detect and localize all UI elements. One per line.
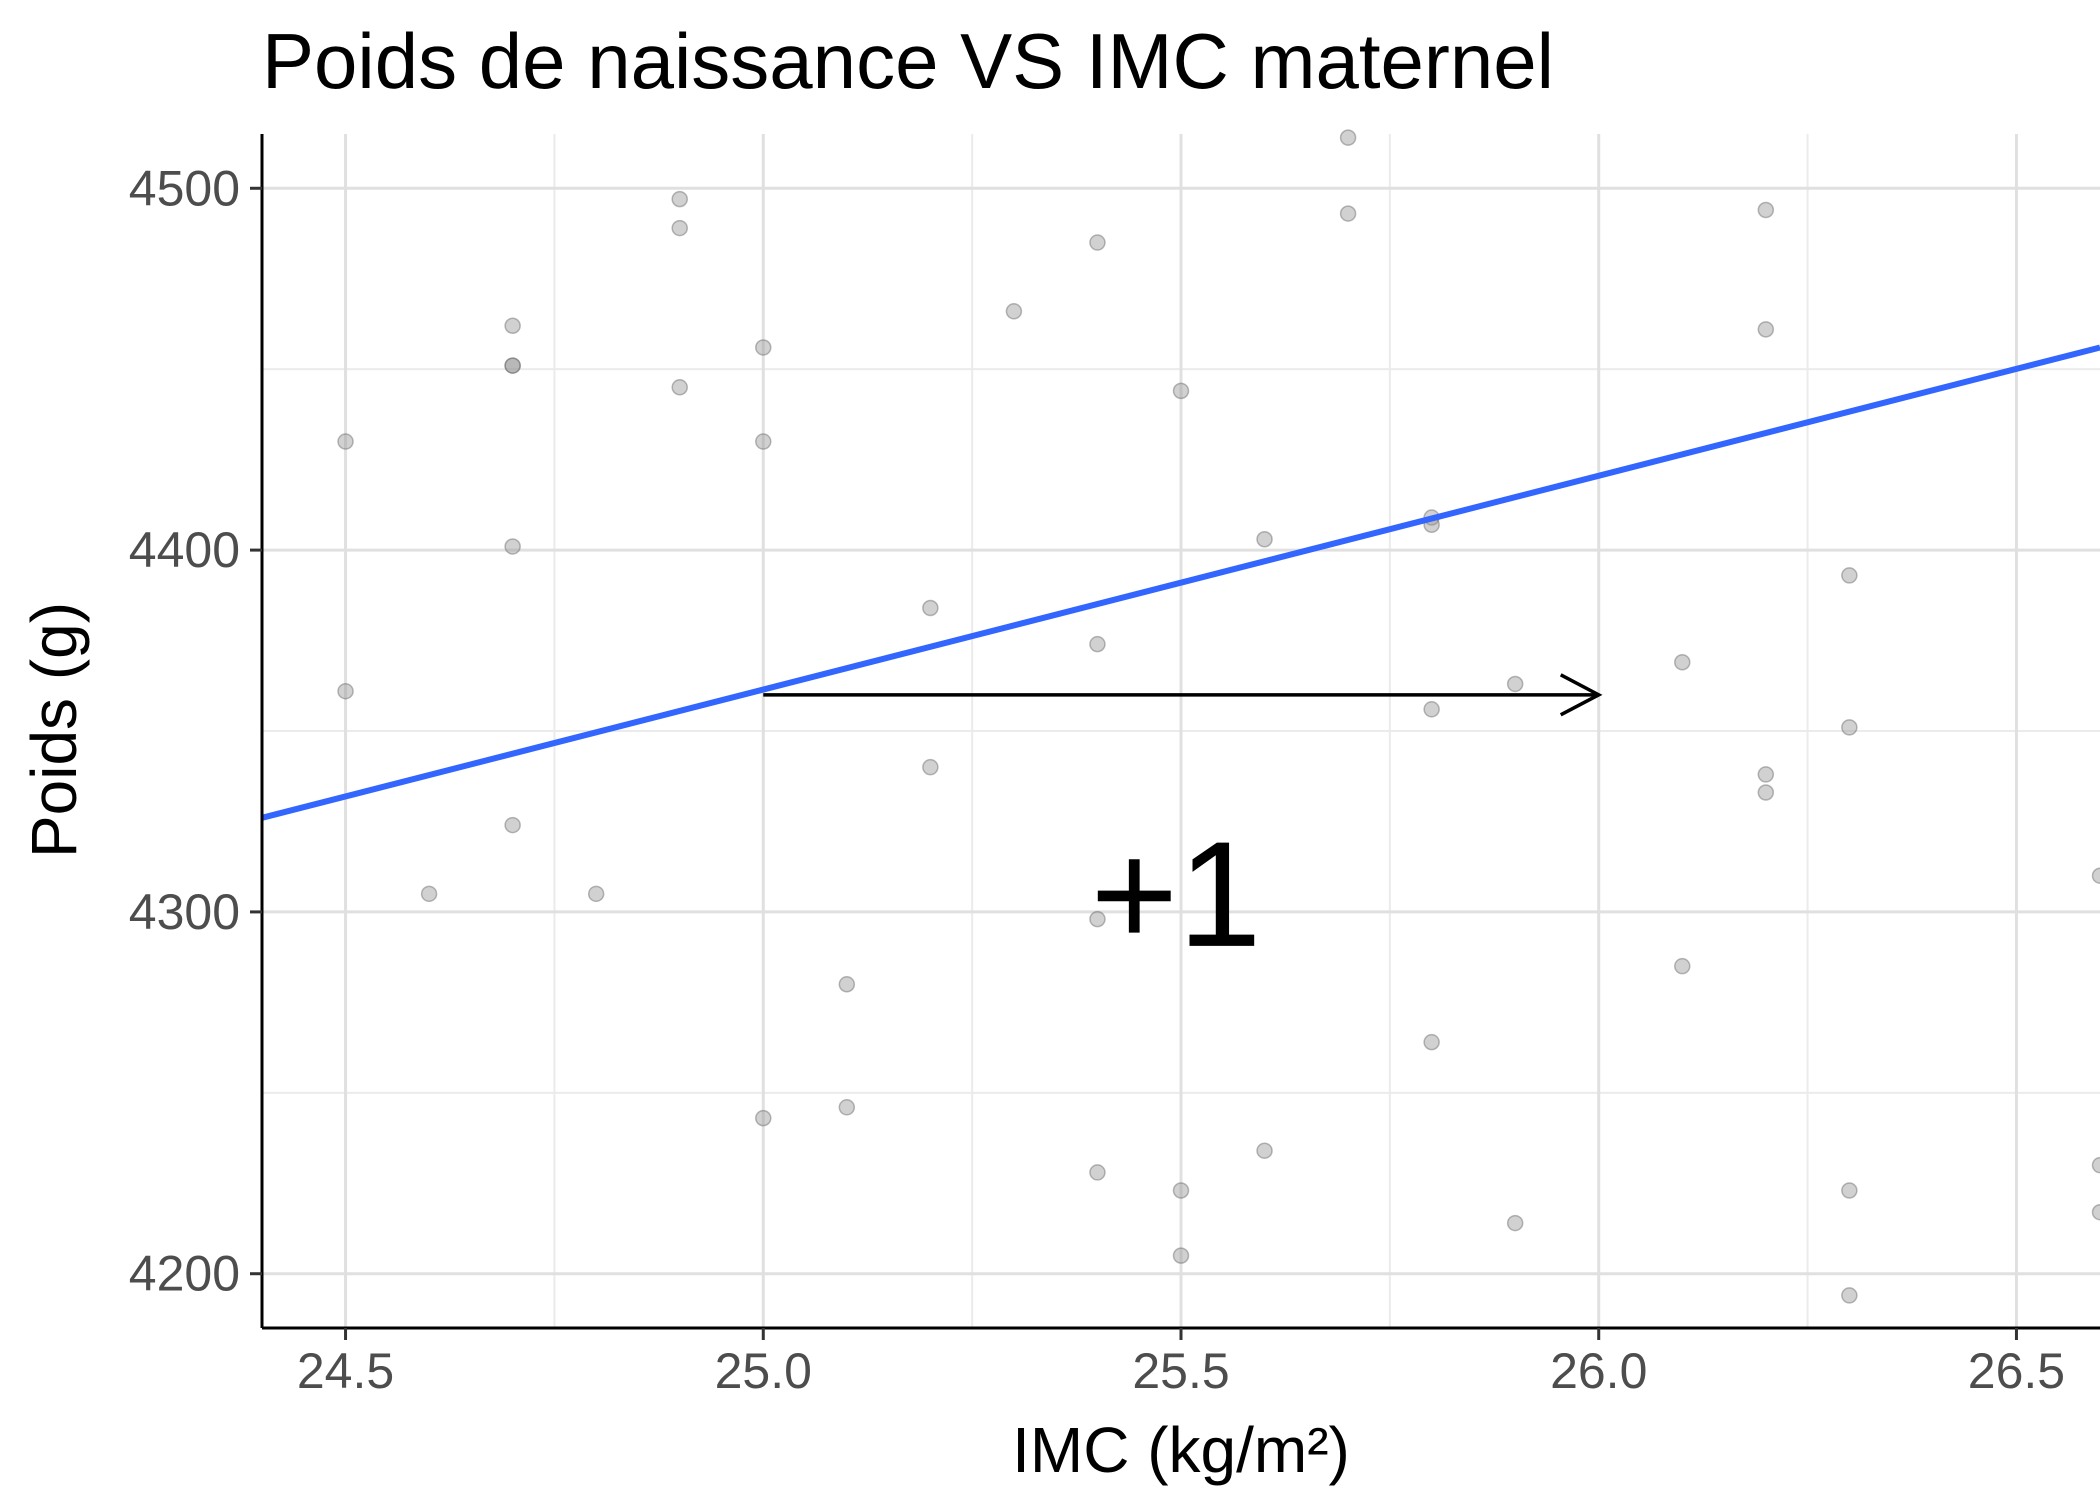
data-point [1674, 654, 1691, 671]
y-tick-label: 4500 [129, 160, 240, 216]
arrow-head [1559, 673, 1603, 717]
data-point [337, 433, 354, 450]
data-point [504, 357, 521, 374]
data-point [1841, 567, 1858, 584]
data-point [1256, 1142, 1273, 1159]
regression-line [261, 344, 2100, 821]
data-point [1089, 635, 1106, 653]
data-point [1757, 321, 1775, 338]
data-point [337, 682, 354, 700]
data-points [337, 129, 2100, 1304]
data-point [504, 357, 521, 374]
data-point [922, 599, 939, 617]
data-point [671, 379, 688, 396]
data-point [1089, 1164, 1106, 1181]
data-point [1005, 303, 1023, 320]
y-axis-title: Poids (g) [18, 602, 90, 858]
data-point [755, 433, 772, 450]
y-tick-label: 4300 [129, 884, 240, 940]
data-point [1506, 675, 1524, 693]
chart-title: Poids de naissance VS IMC maternel [262, 17, 1554, 105]
data-point [1841, 1287, 1858, 1304]
data-point [671, 190, 688, 208]
data-point [755, 339, 772, 356]
data-point [1757, 784, 1775, 801]
data-point [1674, 957, 1691, 975]
y-tick-label: 4200 [129, 1246, 240, 1302]
data-point [1339, 129, 1357, 146]
x-axis-title: IMC (kg/m²) [1012, 1414, 1350, 1486]
x-tick-label: 24.5 [297, 1343, 394, 1399]
y-axis-ticks: 4200 4300 4400 4500 [129, 160, 262, 1302]
data-point [671, 219, 688, 237]
data-point [1423, 1033, 1440, 1051]
x-tick-label: 26.0 [1550, 1343, 1647, 1399]
data-point [504, 816, 521, 834]
y-tick-label: 4400 [129, 522, 240, 578]
data-point [755, 1109, 772, 1127]
data-point [2091, 867, 2100, 884]
data-point [1841, 719, 1858, 736]
data-point [1423, 701, 1440, 718]
data-point [1757, 766, 1775, 783]
x-tick-label: 25.0 [715, 1343, 812, 1399]
annotation-text: +1 [1090, 810, 1261, 978]
data-point [1089, 234, 1106, 251]
data-point [420, 885, 438, 903]
data-point [1757, 201, 1775, 219]
regression-line-group [261, 344, 2100, 821]
data-point [1172, 1182, 1190, 1199]
data-point [504, 538, 521, 555]
data-point [1172, 382, 1190, 400]
x-tick-label: 25.5 [1132, 1343, 1229, 1399]
data-point [1172, 1247, 1190, 1264]
data-point [922, 758, 939, 776]
data-point [838, 1099, 856, 1116]
x-axis-ticks: 24.5 25.0 25.5 26.0 26.5 [297, 1328, 2065, 1399]
data-point [1841, 1182, 1858, 1199]
data-point [838, 976, 856, 993]
data-point [587, 885, 605, 903]
data-point [1089, 910, 1106, 928]
data-point [1256, 530, 1273, 548]
annotations: +1 [763, 673, 1603, 978]
data-point [1506, 1214, 1524, 1232]
data-point [2091, 1203, 2100, 1221]
major-gridlines [262, 134, 2100, 1328]
x-tick-label: 26.5 [1968, 1343, 2065, 1399]
data-point [504, 317, 521, 335]
data-point [2091, 1156, 2100, 1174]
data-point [1339, 205, 1357, 222]
